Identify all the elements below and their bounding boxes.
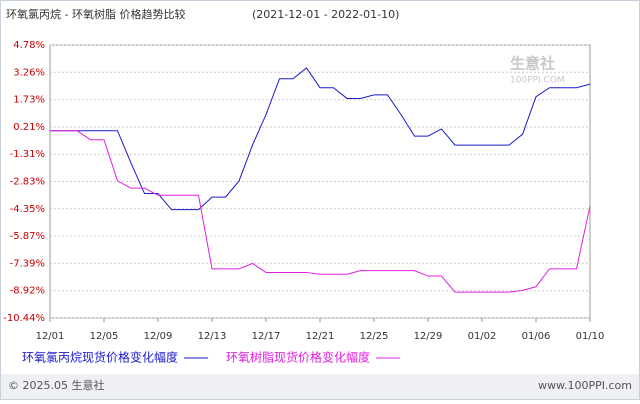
y-tick-label: -8.92% bbox=[10, 286, 45, 297]
x-tick-label: 12/21 bbox=[306, 331, 335, 342]
chart-subtitle: (2021-12-01 - 2022-01-10) bbox=[252, 8, 399, 21]
footer-right: www.100PPI.com bbox=[538, 379, 632, 392]
x-tick-label: 01/02 bbox=[468, 331, 497, 342]
y-tick-label: -2.83% bbox=[10, 177, 45, 188]
y-tick-label: -5.87% bbox=[10, 231, 45, 242]
legend-label: 环氧树脂现货价格变化幅度 bbox=[226, 350, 370, 365]
x-tick-label: 12/25 bbox=[360, 331, 389, 342]
y-tick-label: -4.35% bbox=[10, 204, 45, 215]
y-tick-label: -10.44% bbox=[3, 313, 45, 324]
watermark-url: 100PPI.COM bbox=[510, 76, 565, 86]
watermark: 生意社 bbox=[510, 55, 555, 73]
y-tick-label: 1.73% bbox=[13, 95, 45, 106]
x-tick-label: 12/09 bbox=[144, 331, 173, 342]
x-tick-label: 01/06 bbox=[522, 331, 551, 342]
x-tick-label: 01/10 bbox=[576, 331, 605, 342]
y-tick-label: 3.26% bbox=[13, 67, 45, 78]
y-tick-label: 0.21% bbox=[13, 122, 45, 133]
x-tick-label: 12/13 bbox=[198, 331, 227, 342]
y-tick-label: 4.78% bbox=[13, 40, 45, 51]
footer-bar bbox=[1, 374, 639, 399]
x-tick-label: 12/05 bbox=[90, 331, 119, 342]
x-tick-label: 12/01 bbox=[36, 331, 65, 342]
chart-title: 环氧氯丙烷 - 环氧树脂 价格趋势比较 bbox=[6, 7, 185, 21]
y-tick-label: -1.31% bbox=[10, 149, 45, 160]
legend-label: 环氧氯丙烷现货价格变化幅度 bbox=[22, 350, 178, 365]
series-line bbox=[50, 67, 591, 211]
series-line bbox=[50, 130, 591, 293]
x-tick-label: 12/17 bbox=[252, 331, 281, 342]
footer-left: © 2025.05 生意社 bbox=[8, 378, 104, 392]
y-tick-label: -7.39% bbox=[10, 258, 45, 269]
x-tick-label: 12/29 bbox=[414, 331, 443, 342]
